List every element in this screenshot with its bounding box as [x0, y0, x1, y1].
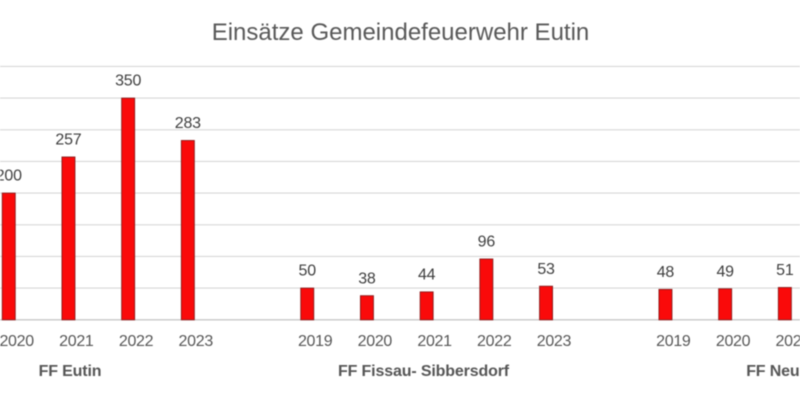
svg-text:200: 200	[0, 168, 22, 185]
svg-text:2023: 2023	[537, 333, 572, 350]
svg-text:2021: 2021	[59, 333, 94, 350]
svg-text:2021: 2021	[417, 333, 452, 350]
svg-text:50: 50	[299, 263, 317, 280]
svg-text:53: 53	[537, 261, 555, 278]
svg-text:2023: 2023	[179, 333, 214, 350]
svg-text:350: 350	[115, 73, 141, 90]
svg-text:48: 48	[657, 264, 675, 281]
svg-text:2020: 2020	[716, 333, 751, 350]
svg-text:2019: 2019	[656, 333, 691, 350]
svg-text:2020: 2020	[0, 333, 34, 350]
svg-text:257: 257	[55, 132, 81, 149]
svg-text:2019: 2019	[298, 333, 333, 350]
svg-text:2022: 2022	[477, 333, 512, 350]
svg-text:96: 96	[478, 234, 496, 251]
svg-text:FF Neudorf- Sielbeck: FF Neudorf- Sielbeck	[746, 363, 800, 380]
svg-text:44: 44	[418, 267, 436, 284]
svg-text:283: 283	[175, 115, 201, 132]
svg-text:2020: 2020	[358, 333, 393, 350]
svg-text:FF Eutin: FF Eutin	[39, 363, 102, 380]
svg-text:Einsätze Gemeindefeuerwehr Eut: Einsätze Gemeindefeuerwehr Eutin	[212, 19, 590, 46]
svg-text:2022: 2022	[119, 333, 154, 350]
svg-text:2021: 2021	[776, 333, 800, 350]
svg-text:49: 49	[716, 263, 734, 280]
svg-text:FF Fissau- Sibbersdorf: FF Fissau- Sibbersdorf	[338, 363, 510, 380]
svg-text:51: 51	[776, 262, 794, 279]
svg-text:38: 38	[358, 270, 376, 287]
